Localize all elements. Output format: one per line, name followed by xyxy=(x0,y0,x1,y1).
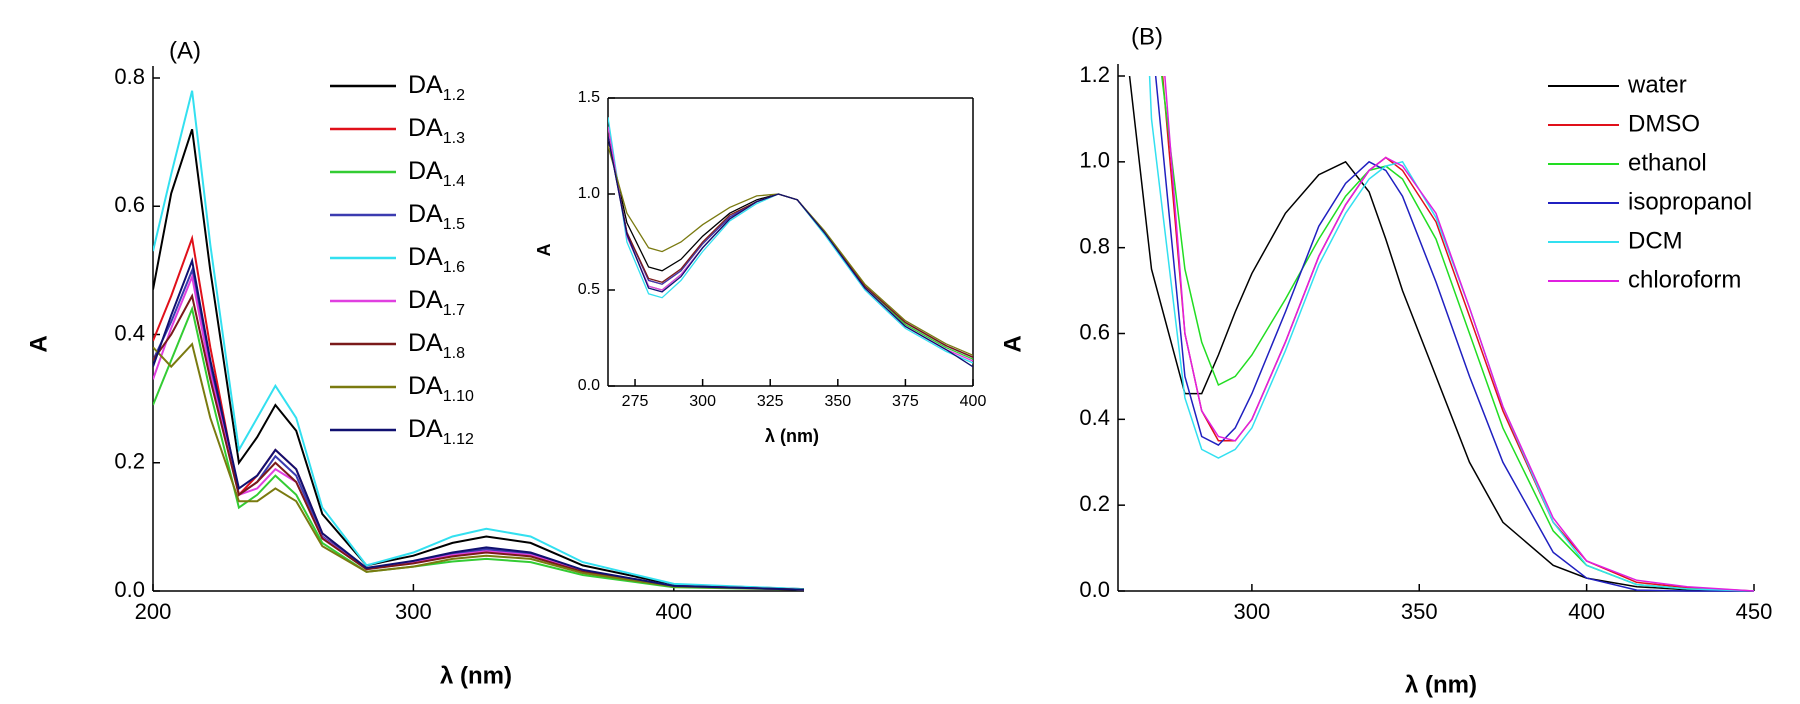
x-axis-label: λ (nm) xyxy=(1405,671,1477,698)
legend-label: DA1.12 xyxy=(408,415,474,449)
legend-label: DA1.10 xyxy=(408,372,474,406)
y-tick-label: 1.2 xyxy=(1079,62,1110,87)
legend-label: DCM xyxy=(1628,227,1683,254)
series-line xyxy=(1128,76,1755,592)
y-tick-label: 0.8 xyxy=(114,64,145,89)
y-tick-label: 0.4 xyxy=(114,320,145,345)
y-tick-label: 1.0 xyxy=(578,185,600,202)
y-tick-label: 0.6 xyxy=(114,192,145,217)
x-tick-label: 325 xyxy=(757,393,784,410)
x-tick-label: 275 xyxy=(622,393,649,410)
y-tick-label: 0.2 xyxy=(114,449,145,474)
x-tick-label: 400 xyxy=(1568,599,1605,624)
series-line xyxy=(1164,76,1755,592)
y-tick-label: 1.0 xyxy=(1079,148,1110,173)
y-tick-label: 0.8 xyxy=(1079,233,1110,258)
series-line xyxy=(1148,76,1755,592)
y-tick-label: 0.6 xyxy=(1079,319,1110,344)
y-tick-label: 0.2 xyxy=(1079,491,1110,516)
plot-area xyxy=(608,117,973,368)
legend-label: DMSO xyxy=(1628,110,1700,137)
series-line xyxy=(153,273,804,591)
x-tick-label: 200 xyxy=(135,599,172,624)
series-line xyxy=(608,136,973,358)
plot-area xyxy=(153,90,804,591)
series-line xyxy=(153,342,804,591)
y-tick-label: 1.5 xyxy=(578,89,600,106)
legend-label: water xyxy=(1627,71,1687,98)
plot-area xyxy=(1128,76,1755,592)
legend-label: chloroform xyxy=(1628,266,1741,293)
panel-title: (B) xyxy=(1131,23,1163,50)
legend-label: DA1.5 xyxy=(408,200,465,234)
legend-label: isopropanol xyxy=(1628,188,1752,215)
legend-label: DA1.3 xyxy=(408,114,465,148)
legend-label: DA1.2 xyxy=(408,71,465,105)
series-line xyxy=(608,136,973,358)
series-line xyxy=(608,136,973,358)
y-tick-label: 0.0 xyxy=(578,377,600,394)
x-tick-label: 300 xyxy=(689,393,716,410)
series-line xyxy=(608,126,973,360)
legend-label: ethanol xyxy=(1628,149,1707,176)
y-tick-label: 0.0 xyxy=(1079,577,1110,602)
x-axis-label: λ (nm) xyxy=(765,426,819,446)
x-tick-label: 350 xyxy=(1401,599,1438,624)
x-tick-label: 400 xyxy=(960,393,987,410)
series-line xyxy=(153,293,804,591)
series-line xyxy=(608,136,973,368)
series-line xyxy=(153,90,804,591)
series-line xyxy=(608,126,973,362)
x-tick-label: 350 xyxy=(824,393,851,410)
y-tick-label: 0.5 xyxy=(578,281,600,298)
series-line xyxy=(1154,76,1754,592)
legend-label: DA1.8 xyxy=(408,329,465,363)
y-axis-label: A xyxy=(534,244,554,257)
panel-title: (A) xyxy=(169,37,201,64)
series-line xyxy=(153,305,804,591)
series-line xyxy=(608,145,973,356)
x-tick-label: 400 xyxy=(655,599,692,624)
series-line xyxy=(153,257,804,591)
series-line xyxy=(608,136,973,358)
x-tick-label: 375 xyxy=(892,393,919,410)
x-tick-label: 450 xyxy=(1736,599,1773,624)
series-line xyxy=(608,117,973,364)
x-tick-label: 300 xyxy=(395,599,432,624)
series-line xyxy=(153,128,804,591)
legend-label: DA1.4 xyxy=(408,157,465,191)
legend-label: DA1.7 xyxy=(408,286,465,320)
x-tick-label: 300 xyxy=(1234,599,1271,624)
x-axis-label: λ (nm) xyxy=(440,662,512,689)
y-axis-label: A xyxy=(25,335,52,352)
y-axis-label: A xyxy=(999,335,1026,352)
y-tick-label: 0.0 xyxy=(114,577,145,602)
legend-label: DA1.6 xyxy=(408,243,465,277)
y-tick-label: 0.4 xyxy=(1079,405,1110,430)
